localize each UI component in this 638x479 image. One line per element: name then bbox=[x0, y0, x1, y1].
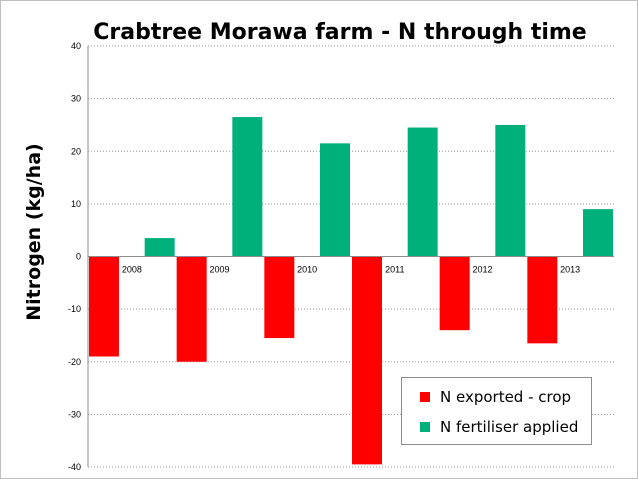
x-tick-label: 2009 bbox=[209, 265, 229, 275]
x-tick-label: 2011 bbox=[385, 265, 404, 275]
chart-title: Crabtree Morawa farm - N through time bbox=[93, 20, 587, 45]
x-tick-label: 2012 bbox=[472, 265, 492, 275]
y-tick-label: -40 bbox=[68, 462, 81, 472]
y-tick-label: -30 bbox=[68, 409, 81, 419]
bar-exported-2009 bbox=[176, 256, 207, 362]
bar-exported-2008 bbox=[89, 256, 119, 357]
x-tick-label: 2013 bbox=[560, 265, 580, 275]
x-tick-label: 2008 bbox=[122, 265, 142, 275]
y-tick-label: -10 bbox=[68, 304, 81, 314]
bar-fertiliser-2013 bbox=[583, 209, 613, 257]
legend-label-exported: N exported - crop bbox=[440, 388, 572, 406]
x-tick-labels: 2008 2009 2010 2011 2012 2013 bbox=[122, 265, 580, 275]
bar-exported-2013 bbox=[527, 256, 558, 344]
axes bbox=[87, 46, 614, 467]
x-tick-label: 2010 bbox=[297, 265, 317, 275]
y-tick-label: 20 bbox=[71, 146, 81, 156]
y-tick-label: 40 bbox=[71, 41, 81, 51]
legend-label-fertiliser: N fertiliser applied bbox=[440, 418, 579, 436]
bar-fertiliser-2008 bbox=[144, 238, 175, 257]
y-tick-label: -20 bbox=[68, 357, 81, 367]
y-tick-label: 30 bbox=[71, 94, 81, 104]
bar-fertiliser-2011 bbox=[407, 127, 438, 257]
bar-fertiliser-2010 bbox=[320, 143, 350, 257]
legend: N exported - crop N fertiliser applied bbox=[401, 377, 592, 445]
y-tick-label: 10 bbox=[71, 199, 81, 209]
bar-fertiliser-2012 bbox=[495, 124, 526, 257]
bar-fertiliser-2009 bbox=[232, 117, 263, 257]
bar-exported-2011 bbox=[352, 256, 382, 465]
legend-item-exported: N exported - crop bbox=[420, 387, 571, 407]
legend-swatch-exported bbox=[420, 392, 430, 402]
bar-exported-2012 bbox=[439, 256, 470, 331]
y-tick-label: 0 bbox=[76, 252, 81, 262]
legend-item-fertiliser: N fertiliser applied bbox=[420, 417, 578, 437]
y-tick-labels: 40 30 20 10 0 -10 -20 -30 -40 bbox=[68, 41, 81, 472]
legend-swatch-fertiliser bbox=[420, 422, 430, 432]
bars bbox=[89, 117, 613, 465]
bar-exported-2010 bbox=[264, 256, 295, 339]
